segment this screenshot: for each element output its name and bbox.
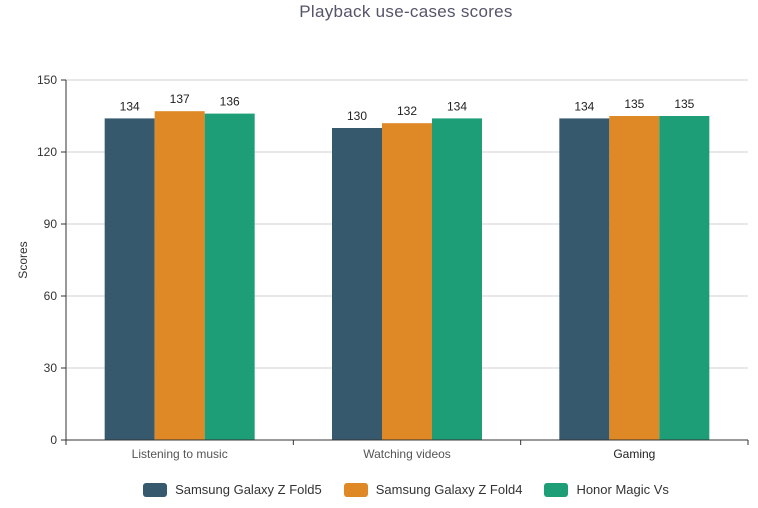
data-label: 135 bbox=[624, 97, 644, 111]
bar-1-2 bbox=[609, 116, 660, 440]
y-tick-label: 0 bbox=[50, 433, 57, 447]
y-axis-label: Scores bbox=[16, 241, 30, 278]
y-tick-label: 60 bbox=[44, 289, 58, 303]
data-label: 130 bbox=[347, 109, 367, 123]
bar-0-2 bbox=[559, 118, 610, 441]
bar-2-0 bbox=[204, 113, 255, 440]
bar-2-2 bbox=[659, 116, 710, 440]
y-tick-label: 120 bbox=[37, 145, 57, 159]
x-tick-label: Watching videos bbox=[363, 447, 451, 461]
data-label: 136 bbox=[220, 95, 240, 109]
data-label: 134 bbox=[574, 99, 594, 113]
y-tick-label: 150 bbox=[37, 73, 57, 87]
x-tick-label: Listening to music bbox=[132, 447, 228, 461]
legend-item-fold4[interactable]: Samsung Galaxy Z Fold4 bbox=[343, 482, 523, 497]
x-tick-label: Gaming bbox=[613, 447, 655, 461]
data-label: 135 bbox=[674, 97, 694, 111]
bar-2-1 bbox=[432, 118, 482, 441]
data-label: 134 bbox=[120, 99, 140, 113]
bar-1-1 bbox=[382, 123, 432, 440]
bar-0-0 bbox=[104, 118, 155, 441]
data-label: 132 bbox=[397, 104, 417, 118]
legend-item-fold5[interactable]: Samsung Galaxy Z Fold5 bbox=[143, 482, 322, 497]
legend: Samsung Galaxy Z Fold5 Samsung Galaxy Z … bbox=[0, 482, 758, 497]
bar-1-0 bbox=[154, 111, 205, 440]
legend-label-fold4: Samsung Galaxy Z Fold4 bbox=[375, 482, 523, 497]
legend-swatch-magic-vs bbox=[544, 482, 569, 497]
legend-label-magic-vs: Honor Magic Vs bbox=[576, 482, 669, 497]
legend-swatch-fold5 bbox=[143, 482, 168, 497]
legend-swatch-fold4 bbox=[343, 482, 368, 497]
chart-title: Playback use-cases scores bbox=[299, 2, 513, 21]
data-label: 137 bbox=[170, 92, 190, 106]
bar-0-1 bbox=[332, 128, 382, 440]
legend-item-magic-vs[interactable]: Honor Magic Vs bbox=[544, 482, 669, 497]
legend-label-fold5: Samsung Galaxy Z Fold5 bbox=[175, 482, 322, 497]
y-tick-label: 90 bbox=[44, 217, 58, 231]
data-label: 134 bbox=[447, 99, 467, 113]
y-tick-label: 30 bbox=[44, 361, 58, 375]
